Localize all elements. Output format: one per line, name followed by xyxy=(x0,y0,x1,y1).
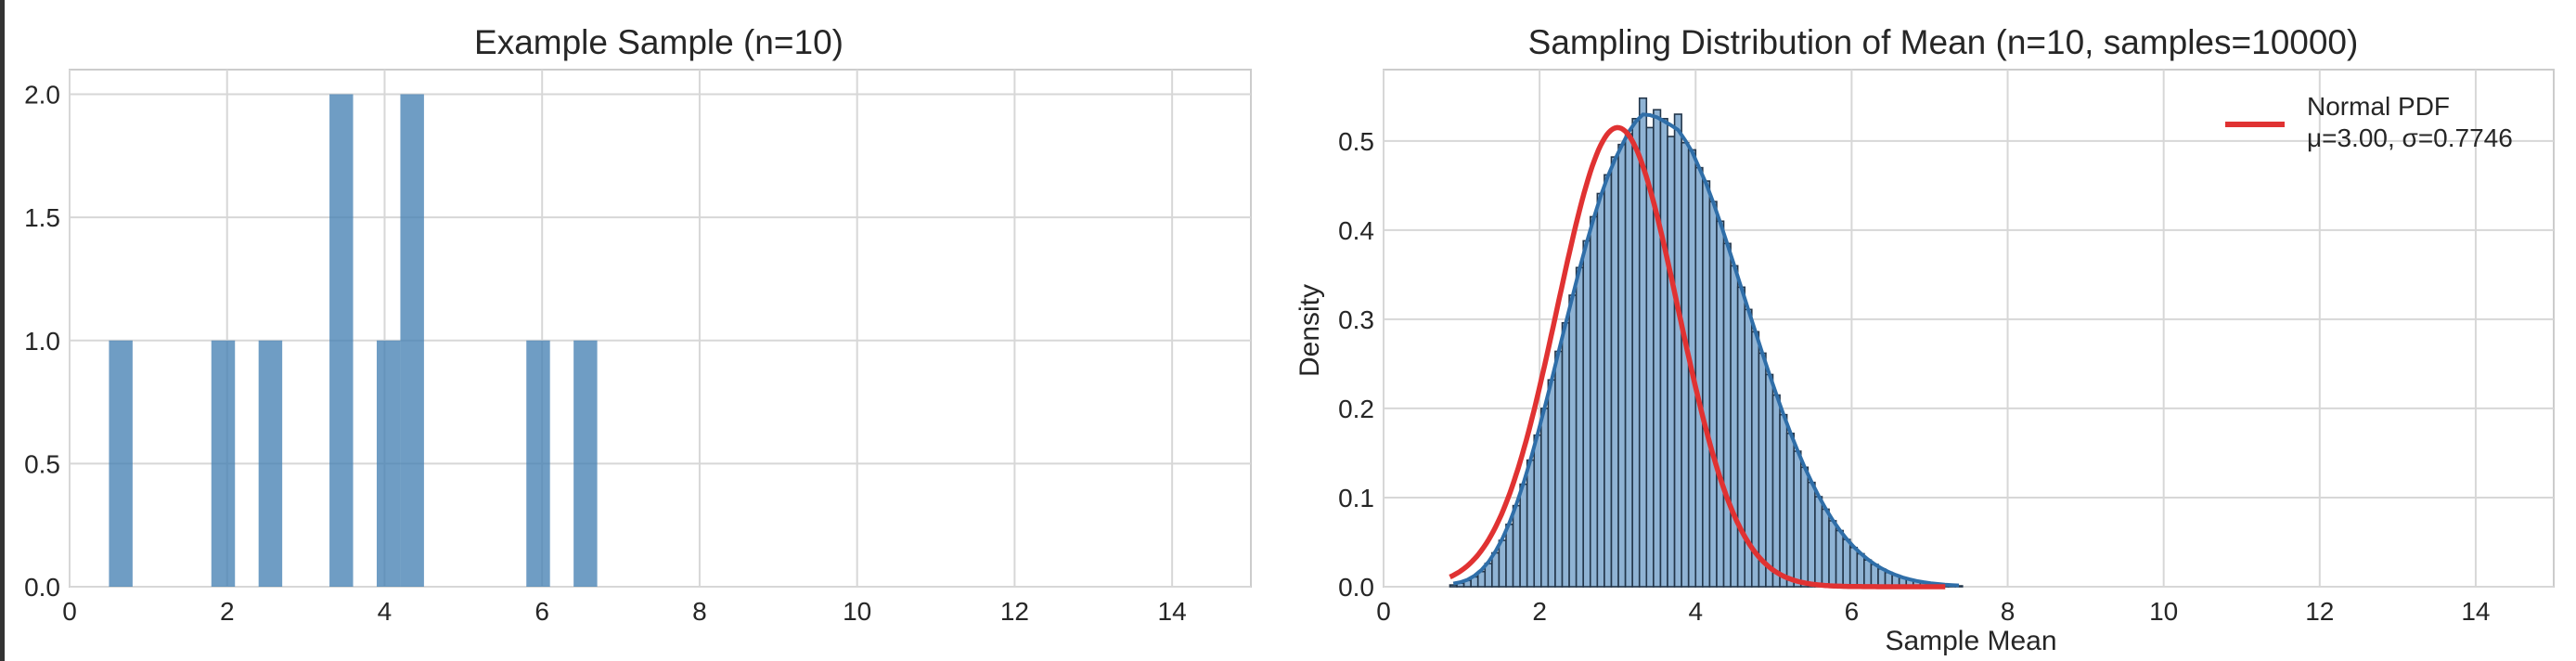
left-ytick-label: 0.0 xyxy=(24,573,60,602)
density-bar xyxy=(1765,373,1774,588)
left-xtick-label: 0 xyxy=(62,597,77,626)
density-bar xyxy=(1667,136,1676,588)
histogram-bar xyxy=(573,340,598,587)
histogram-bar xyxy=(109,340,133,587)
density-bar xyxy=(1848,546,1859,588)
density-bar xyxy=(1582,240,1591,588)
left-ytick-label: 2.0 xyxy=(24,81,60,110)
histogram-bar xyxy=(376,340,401,587)
density-bar xyxy=(1568,294,1578,588)
x-axis-label: Sample Mean xyxy=(1885,626,2056,656)
right-ytick-label: 0.4 xyxy=(1338,216,1374,245)
density-bar xyxy=(1547,379,1556,588)
kde-curve xyxy=(1452,112,1960,588)
density-bar xyxy=(1702,180,1711,588)
density-bar xyxy=(1673,113,1682,588)
density-bar xyxy=(1610,156,1619,588)
left-xtick-label: 14 xyxy=(1158,597,1187,626)
density-bar xyxy=(1526,459,1536,588)
left-ytick-label: 1.5 xyxy=(24,203,60,232)
left-ytick-label: 0.5 xyxy=(24,449,60,478)
density-bar xyxy=(1694,166,1704,588)
density-bar xyxy=(1659,118,1668,588)
legend: Normal PDF μ=3.00, σ=0.7746 xyxy=(2225,92,2513,152)
right-xtick-label: 8 xyxy=(2001,597,2016,626)
density-bar xyxy=(1807,481,1816,588)
density-bar xyxy=(1736,286,1746,588)
density-bar xyxy=(1617,143,1627,588)
density-bar xyxy=(1681,141,1690,588)
right-ytick-label: 0.3 xyxy=(1338,305,1374,334)
density-bar xyxy=(1716,220,1725,588)
right-ytick-label: 0.0 xyxy=(1338,573,1374,602)
right-ytick-label: 0.1 xyxy=(1338,484,1374,512)
density-bar xyxy=(1575,266,1585,588)
left-xtick-label: 2 xyxy=(220,597,235,626)
density-bar xyxy=(1771,394,1781,588)
right-ytick-label: 0.2 xyxy=(1338,395,1374,423)
sampling-distribution-panel: Sampling Distribution of Mean (n=10, sam… xyxy=(1294,23,2555,656)
right-xtick-label: 2 xyxy=(1532,597,1547,626)
density-bar xyxy=(1604,174,1613,588)
density-bar xyxy=(1596,192,1605,588)
left-xtick-label: 10 xyxy=(843,597,871,626)
left-xtick-label: 6 xyxy=(535,597,549,626)
sampling-distribution-title: Sampling Distribution of Mean (n=10, sam… xyxy=(1528,23,2359,61)
right-xtick-label: 0 xyxy=(1376,597,1391,626)
density-bar xyxy=(1512,504,1521,588)
histogram-bar xyxy=(211,340,236,587)
density-bar xyxy=(1828,520,1837,588)
histogram-bar xyxy=(258,340,283,587)
right-xtick-label: 14 xyxy=(2461,597,2490,626)
density-bar xyxy=(1653,109,1662,588)
right-xtick-label: 10 xyxy=(2149,597,2178,626)
density-bar xyxy=(1730,265,1739,588)
density-bar xyxy=(1863,559,1873,588)
legend-label-line2: μ=3.00, σ=0.7746 xyxy=(2307,123,2513,152)
histogram-bar xyxy=(329,94,354,588)
density-bar xyxy=(1498,539,1507,588)
density-bar xyxy=(1779,413,1788,588)
right-ytick-label: 0.5 xyxy=(1338,127,1374,156)
density-bar xyxy=(1814,496,1823,588)
left-xtick-label: 8 xyxy=(692,597,707,626)
density-bar xyxy=(1505,523,1514,588)
right-xtick-label: 12 xyxy=(2305,597,2334,626)
density-bar xyxy=(1708,201,1718,588)
density-bar xyxy=(1758,352,1767,588)
density-bar xyxy=(1799,466,1810,588)
density-bar xyxy=(1631,118,1641,588)
normal-pdf-curve xyxy=(1449,124,1946,590)
density-bar xyxy=(1519,483,1528,588)
right-xtick-label: 6 xyxy=(1845,597,1860,626)
density-bar xyxy=(1589,215,1599,588)
density-bar xyxy=(1554,350,1564,588)
left-xtick-label: 12 xyxy=(1000,597,1029,626)
density-bar xyxy=(1561,321,1570,588)
histogram-bar xyxy=(400,94,424,588)
right-xtick-label: 4 xyxy=(1688,597,1703,626)
density-bar xyxy=(1624,133,1633,588)
left-ytick-label: 1.0 xyxy=(24,327,60,356)
left-window-edge xyxy=(0,0,5,661)
density-bar xyxy=(1722,242,1732,588)
left-xtick-label: 4 xyxy=(378,597,393,626)
density-bar xyxy=(1842,538,1851,588)
y-axis-label: Density xyxy=(1294,284,1325,377)
density-bar xyxy=(1835,529,1844,588)
sample-histogram-panel: Example Sample (n=10) 0 2 4 6 8 10 12 14 0.0 0.5… xyxy=(24,23,1252,626)
histogram-bar xyxy=(526,340,550,587)
density-bar xyxy=(1449,584,1458,588)
legend-label-line1: Normal PDF xyxy=(2307,92,2450,121)
density-bar xyxy=(1821,508,1830,588)
density-bar xyxy=(1793,450,1802,588)
density-bar xyxy=(1785,433,1795,588)
density-bar xyxy=(1856,552,1865,588)
left-frame xyxy=(69,69,1252,588)
density-bar xyxy=(1533,434,1542,588)
density-bar xyxy=(1540,408,1550,588)
sample-histogram-title: Example Sample (n=10) xyxy=(474,23,844,61)
